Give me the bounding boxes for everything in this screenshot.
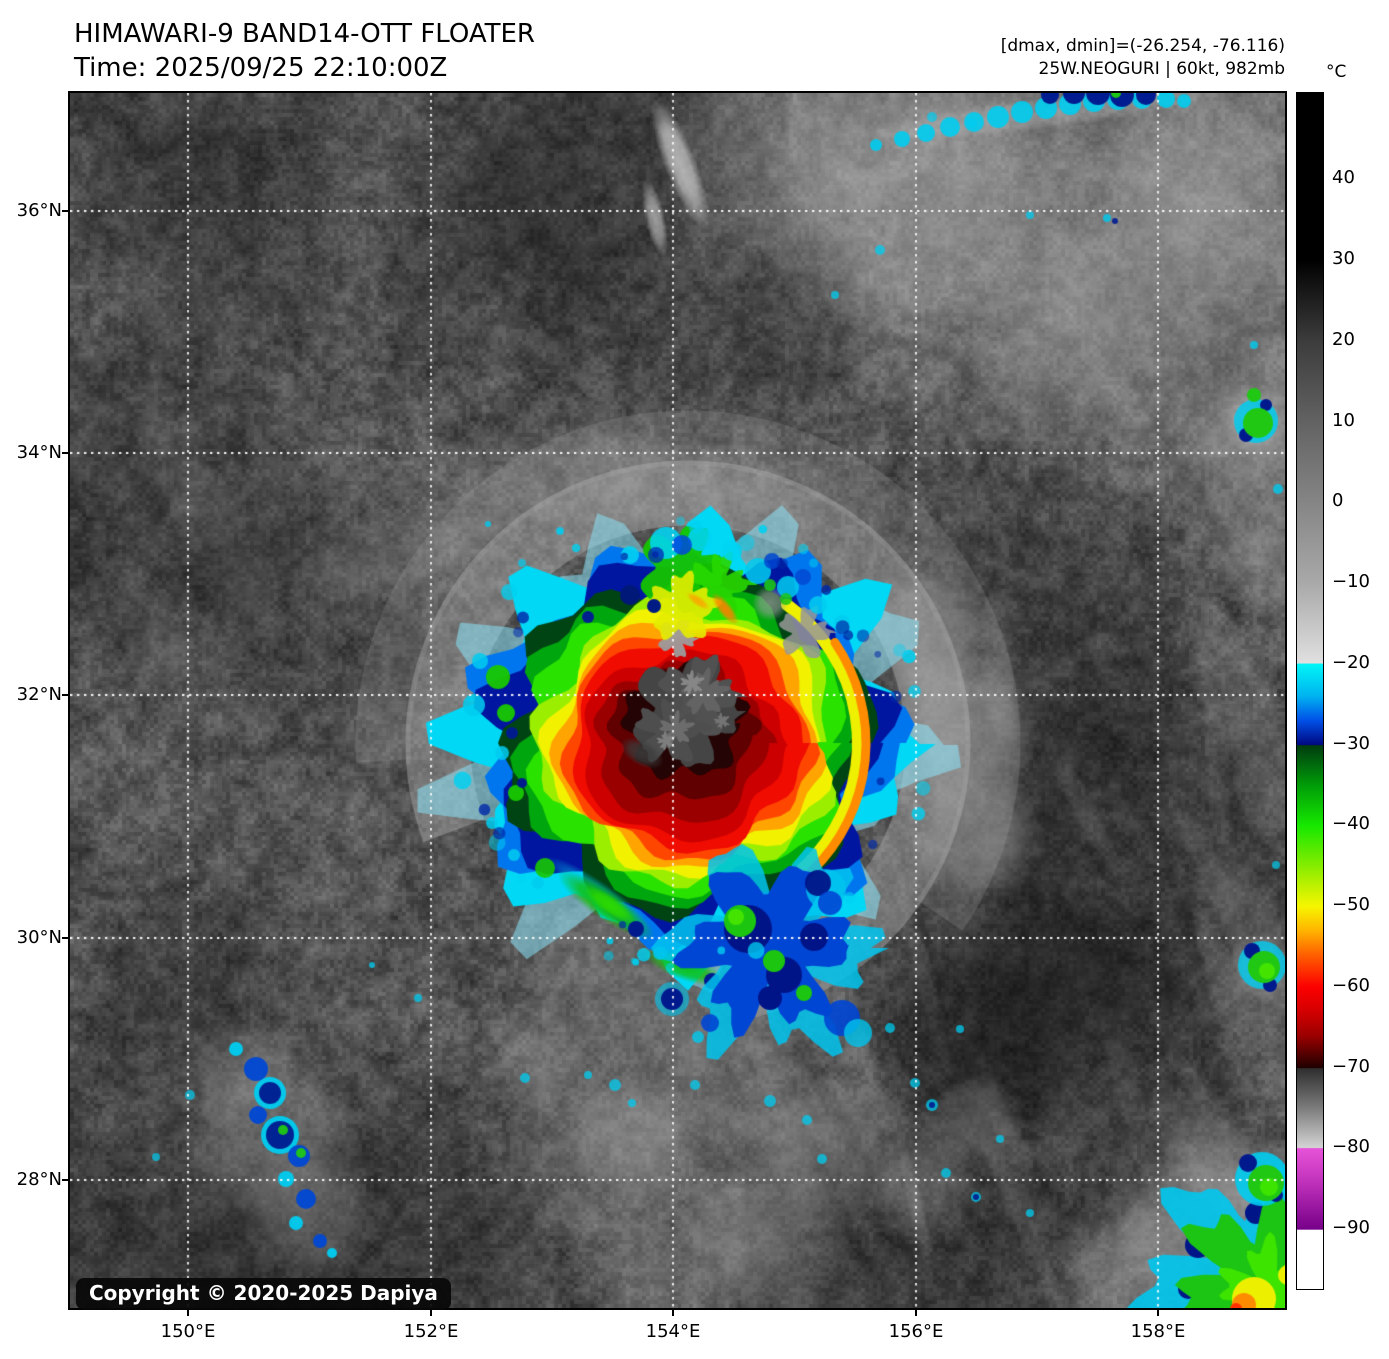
lon-tick bbox=[672, 1310, 674, 1316]
satellite-map-frame: Copyright © 2020-2025 Dapiya bbox=[68, 91, 1287, 1310]
colorbar-tick--70: −70 bbox=[1332, 1055, 1370, 1077]
colorbar-tick--30: −30 bbox=[1332, 732, 1370, 754]
colorbar-tick-20: 20 bbox=[1332, 328, 1355, 350]
colorbar-tick-40: 40 bbox=[1332, 167, 1355, 189]
lat-label-34°N: 34°N bbox=[16, 442, 62, 463]
lat-label-28°N: 28°N bbox=[16, 1169, 62, 1190]
lat-tick bbox=[62, 452, 68, 454]
lat-label-32°N: 32°N bbox=[16, 684, 62, 705]
lat-tick bbox=[62, 694, 68, 696]
dmax-dmin-label: [dmax, dmin]=(-26.254, -76.116) bbox=[1000, 36, 1285, 56]
page-title: HIMAWARI-9 BAND14-OTT FLOATER bbox=[74, 19, 535, 49]
colorbar-tick--50: −50 bbox=[1332, 894, 1370, 916]
storm-info-label: 25W.NEOGURI | 60kt, 982mb bbox=[1038, 59, 1285, 79]
colorbar-tick-30: 30 bbox=[1332, 248, 1355, 270]
lat-label-36°N: 36°N bbox=[16, 200, 62, 221]
lon-tick bbox=[915, 1310, 917, 1316]
lon-tick bbox=[187, 1310, 189, 1316]
timestamp-label: Time: 2025/09/25 22:10:00Z bbox=[74, 53, 448, 83]
lon-label-152°E: 152°E bbox=[403, 1321, 459, 1342]
colorbar-tick-10: 10 bbox=[1332, 409, 1355, 431]
colorbar-unit-label: °C bbox=[1326, 62, 1347, 82]
lat-tick bbox=[62, 210, 68, 212]
lat-tick bbox=[62, 937, 68, 939]
copyright-badge: Copyright © 2020-2025 Dapiya bbox=[76, 1278, 451, 1310]
colorbar-tick--90: −90 bbox=[1332, 1217, 1370, 1239]
colorbar-tick-0: 0 bbox=[1332, 490, 1344, 512]
lon-label-158°E: 158°E bbox=[1130, 1321, 1186, 1342]
lon-tick bbox=[430, 1310, 432, 1316]
colorbar-tick--20: −20 bbox=[1332, 651, 1370, 673]
lon-label-154°E: 154°E bbox=[645, 1321, 701, 1342]
colorbar-tick--10: −10 bbox=[1332, 571, 1370, 593]
satellite-image-canvas bbox=[70, 93, 1285, 1308]
lat-label-30°N: 30°N bbox=[16, 927, 62, 948]
lon-tick bbox=[1157, 1310, 1159, 1316]
lon-label-156°E: 156°E bbox=[888, 1321, 944, 1342]
colorbar-tick--40: −40 bbox=[1332, 813, 1370, 835]
lon-label-150°E: 150°E bbox=[160, 1321, 216, 1342]
lat-tick bbox=[62, 1179, 68, 1181]
colorbar-tick--60: −60 bbox=[1332, 974, 1370, 996]
temperature-colorbar bbox=[1296, 92, 1324, 1290]
colorbar-tick--80: −80 bbox=[1332, 1136, 1370, 1158]
